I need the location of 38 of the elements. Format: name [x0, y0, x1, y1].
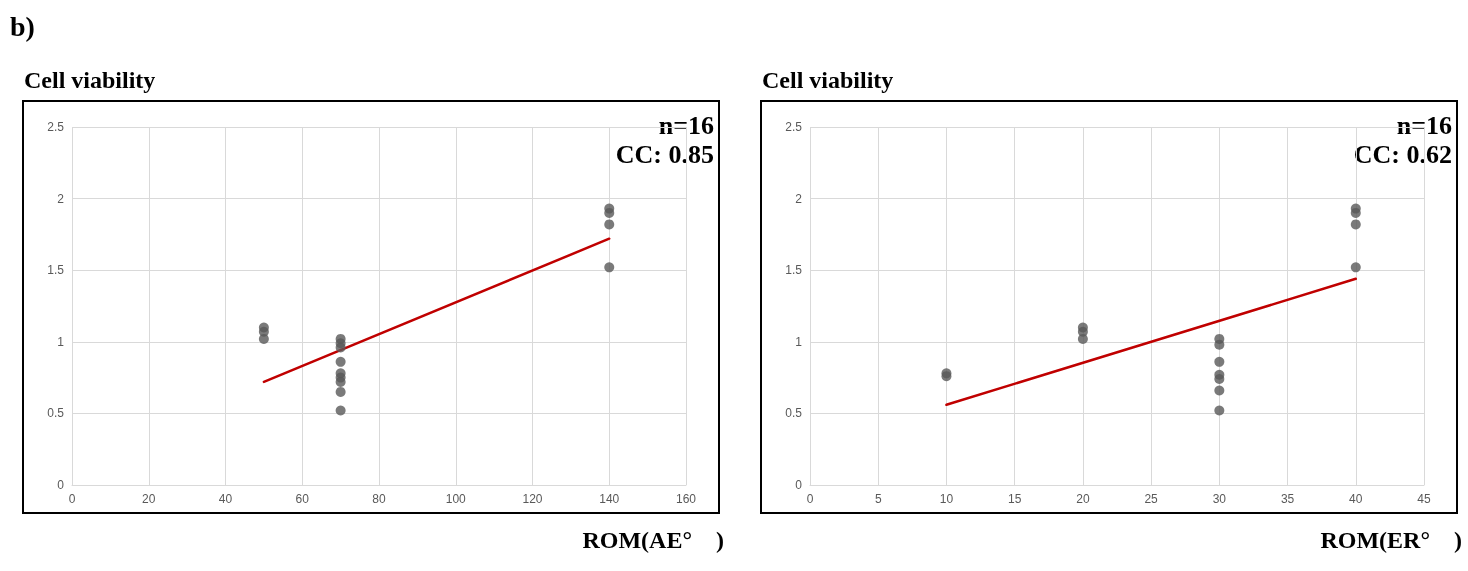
y-tick-label: 0.5	[785, 406, 803, 421]
y-tick-label: 2	[795, 191, 803, 206]
x-tick-label: 5	[874, 492, 882, 506]
x-tick-label: 40	[1349, 492, 1363, 506]
x-tick-label: 40	[218, 492, 233, 506]
chart-title: b)	[10, 10, 35, 42]
y-tick-label: 0.5	[47, 406, 65, 421]
y-axis-title: Cell viability	[24, 67, 156, 93]
x-tick-label: 35	[1280, 492, 1295, 506]
x-axis-title: ROM(AE° )	[582, 527, 724, 553]
x-tick-label: 25	[1144, 492, 1159, 506]
x-tick-label: 100	[445, 492, 467, 506]
x-tick-label: 120	[522, 492, 543, 506]
y-tick-label: 1	[57, 334, 65, 349]
x-axis-title: ROM(ER° )	[1320, 527, 1462, 553]
annotation: CC: 0.85	[615, 139, 715, 169]
y-tick-label: 2.5	[47, 120, 65, 134]
x-tick-label: 30	[1212, 492, 1227, 506]
x-tick-label: 160	[675, 492, 697, 506]
x-tick-label: 60	[295, 492, 310, 506]
x-tick-label: 140	[599, 492, 620, 506]
x-tick-label: 0	[806, 492, 814, 506]
x-tick-label: 20	[142, 492, 156, 506]
y-tick-label: 1.5	[785, 263, 803, 278]
x-tick-label: 0	[68, 492, 76, 506]
y-tick-label: 0	[795, 478, 803, 492]
y-tick-label: 0	[57, 478, 65, 492]
x-tick-label: 45	[1417, 492, 1431, 506]
x-tick-label: 15	[1007, 492, 1022, 506]
y-tick-label: 1.5	[47, 263, 65, 278]
x-tick-label: 10	[939, 492, 954, 506]
y-tick-label: 1	[795, 334, 803, 349]
y-tick-label: 2	[57, 191, 65, 206]
y-tick-label: 2.5	[785, 120, 803, 134]
x-tick-label: 20	[1076, 492, 1090, 506]
y-axis-title: Cell viability	[762, 67, 894, 93]
annotation: CC: 0.62	[1353, 139, 1453, 169]
x-tick-label: 80	[372, 492, 386, 506]
